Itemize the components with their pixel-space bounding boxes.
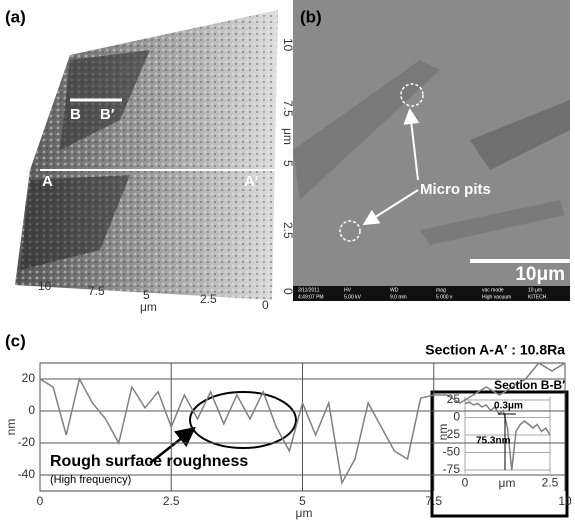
chart-title: Section A-A′ : 10.8Ra <box>425 342 565 358</box>
y-tick-label: 0 <box>28 403 35 417</box>
y-tick-label: -75 <box>443 462 461 476</box>
x-axis-label: μm <box>296 506 313 520</box>
annotation: (High frequency) <box>50 474 131 486</box>
panel-label: (a) <box>5 7 26 26</box>
info-text: 4:49:07 PM <box>298 294 324 300</box>
marker: B <box>70 106 81 123</box>
y-axis-label: nm <box>436 424 450 441</box>
tick-label: 2.5 <box>281 222 295 239</box>
x-tick-label: 10 <box>558 494 572 508</box>
tick-label: 10 <box>38 279 52 293</box>
x-tick-label: 0 <box>462 476 469 490</box>
annotation: Micro pits <box>420 181 491 198</box>
marker: A′ <box>244 173 259 190</box>
info-text: KITECH <box>528 294 547 300</box>
y-tick-label: 20 <box>22 371 36 385</box>
scale-label: 10μm <box>515 264 565 285</box>
x-tick-label: 7.5 <box>425 494 442 508</box>
info-text: 5.00 kV <box>344 294 362 300</box>
tick-label: 2.5 <box>200 292 217 306</box>
tick-label: 0 <box>281 288 295 295</box>
chart-title: Section B-B′ <box>494 378 565 392</box>
panel-c: (c) <box>5 331 567 516</box>
info-text: WD <box>390 287 399 293</box>
x-tick-label: 0 <box>37 494 44 508</box>
marker: A <box>42 173 53 190</box>
y-tick-label: -40 <box>18 467 36 481</box>
tick-label: 7.5 <box>281 100 295 117</box>
annotation: 0.3μm <box>494 401 523 412</box>
y-tick-label: 0 <box>453 410 460 424</box>
y-axis-label: nm <box>4 419 18 436</box>
panel-label: (c) <box>5 331 26 350</box>
scale-bar <box>470 259 570 263</box>
axis-unit: μm <box>281 128 295 145</box>
info-text: mag <box>436 287 446 293</box>
x-axis-label: μm <box>499 476 516 490</box>
tick-label: 5 <box>281 160 295 167</box>
annotation: Rough surface roughness <box>50 453 248 470</box>
info-text: HV <box>344 287 352 293</box>
x-tick-label: 2.5 <box>163 494 180 508</box>
tick-label: 7.5 <box>88 284 105 298</box>
info-text: 9.0 mm <box>390 294 407 300</box>
info-text: High vacuum <box>482 294 511 300</box>
axis-unit: μm <box>140 300 157 314</box>
panel-label: (b) <box>300 7 322 26</box>
y-tick-label: 25 <box>447 392 461 406</box>
panel-b: Micro pits 10μm (b) <box>293 0 570 301</box>
info-text: 5 000 x <box>436 294 453 300</box>
y-tick-label: -50 <box>443 445 461 459</box>
info-text: vac mode <box>482 287 504 293</box>
x-tick-label: 2.5 <box>542 476 559 490</box>
panel-a: (a) A A′ B B′ 10 7.5 5 2.5 0 μm 0 2.5 5 … <box>5 7 295 314</box>
tick-label: 10 <box>281 38 295 52</box>
figure: (a) A A′ B B′ 10 7.5 5 2.5 0 μm 0 2.5 5 … <box>0 0 575 522</box>
info-text: 10 μm <box>528 287 542 293</box>
tick-label: 0 <box>262 298 269 312</box>
info-text: 3/11/2011 <box>298 287 320 293</box>
marker: B′ <box>100 106 115 123</box>
y-tick-label: -20 <box>18 435 36 449</box>
